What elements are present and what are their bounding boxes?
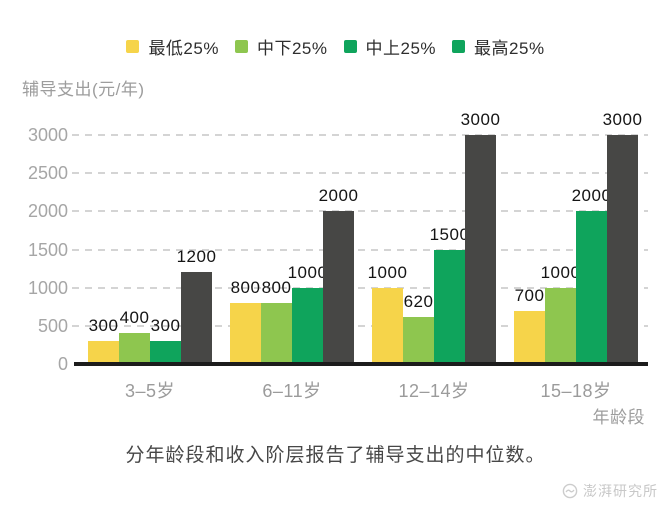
legend-item-2: 中上25% <box>343 34 437 59</box>
legend-label: 中上25% <box>365 39 437 58</box>
bar-value-label: 1500 <box>429 224 470 244</box>
y-axis-ticks: 0 500 1000 1500 2000 2500 3000 <box>0 126 68 373</box>
bar-value-label: 700 <box>514 285 545 305</box>
bar-中下25%-15–18岁: 1000 <box>541 263 580 364</box>
x-tick-label: 15–18岁 <box>540 381 612 401</box>
bar-value-label: 3000 <box>460 110 501 129</box>
bar-value-label: 800 <box>261 277 292 297</box>
bar-中上25%-15–18岁: 2000 <box>572 186 611 364</box>
x-tick-label: 12–14岁 <box>398 381 470 401</box>
bar-最高25%-15–18岁: 3000 <box>603 110 642 364</box>
bar-中上25%-6–11岁: 1000 <box>288 263 327 364</box>
x-axis-title: 年龄段 <box>592 408 645 427</box>
bar-最低25%-15–18岁: 700 <box>514 286 545 364</box>
y-tick-label: 3000 <box>27 125 68 145</box>
legend-item-0: 最低25% <box>126 34 219 59</box>
bar-value-label: 1200 <box>176 247 217 267</box>
gridline <box>72 286 648 289</box>
x-tick-label: 3–5岁 <box>124 381 176 401</box>
bar-最低25%-12–14岁: 1000 <box>368 263 407 364</box>
bar-value-label: 300 <box>88 316 119 336</box>
bar-value-label: 800 <box>230 277 261 297</box>
bar-value-label: 400 <box>119 308 150 328</box>
legend-item-3: 最高25% <box>452 34 545 59</box>
watermark: 澎湃研究所 <box>562 481 658 501</box>
bar-中下25%-6–11岁: 800 <box>261 278 292 364</box>
bar-group-6–11岁: 800 800 1000 2000 6–11岁 <box>230 135 358 401</box>
bar-value-label: 2000 <box>318 186 359 206</box>
gridline <box>72 324 648 327</box>
legend-item-1: 中下25% <box>234 34 328 59</box>
bar-value-label: 1000 <box>287 262 328 282</box>
gridline <box>72 172 648 175</box>
bar-value-label: 3000 <box>602 110 643 129</box>
gridline <box>72 210 648 213</box>
legend-label: 最高25% <box>474 39 545 58</box>
bar-value-label: 1000 <box>367 262 408 282</box>
bar-group-12–14岁: 1000 620 1500 3000 12–14岁 <box>368 110 500 401</box>
y-tick-label: 2500 <box>27 163 68 184</box>
bar-中下25%-3–5岁: 400 <box>119 308 150 364</box>
bar-group-3–5岁: 300 400 300 1200 3–5岁 <box>88 135 216 401</box>
x-axis-baseline <box>74 362 648 366</box>
legend: 最低25% 中下25% 中上25% 最高25% <box>0 34 671 59</box>
bar-中下25%-12–14岁: 620 <box>403 292 434 364</box>
gridline <box>72 248 648 251</box>
bar-最高25%-12–14岁: 3000 <box>461 110 500 364</box>
legend-label: 最低25% <box>148 39 219 58</box>
bar-最高25%-6–11岁: 2000 <box>319 186 358 364</box>
y-tick-label: 500 <box>37 315 68 336</box>
chart-caption: 分年龄段和收入阶层报告了辅导支出的中位数。 <box>125 445 546 466</box>
bar-group-15–18岁: 700 1000 2000 3000 15–18岁 <box>514 110 642 401</box>
legend-swatch-icon <box>126 40 140 53</box>
y-tick-label: 1500 <box>27 239 68 260</box>
bar-中上25%-12–14岁: 1500 <box>430 225 469 364</box>
legend-swatch-icon <box>234 40 248 53</box>
bar-value-label: 2000 <box>571 186 612 206</box>
bar-value-label: 620 <box>403 291 434 311</box>
y-tick-label: 2000 <box>27 201 68 222</box>
paper-logo-icon <box>562 483 578 499</box>
plot-area: 300 400 300 1200 3–5岁 800 800 1000 2000 6–11岁 1000… <box>72 110 648 401</box>
bar-value-label: 300 <box>150 316 181 336</box>
bar-中上25%-3–5岁: 300 <box>150 316 181 364</box>
gridline <box>72 134 648 136</box>
y-axis-title: 辅导支出(元/年) <box>22 80 145 99</box>
bar-最高25%-3–5岁: 1200 <box>177 247 216 364</box>
y-tick-label: 0 <box>57 354 68 374</box>
legend-label: 中下25% <box>256 39 328 58</box>
x-tick-label: 6–11岁 <box>262 381 322 401</box>
bar-最低25%-3–5岁: 300 <box>88 316 119 364</box>
bar-value-label: 1000 <box>540 262 581 282</box>
bar-最低25%-6–11岁: 800 <box>230 278 261 364</box>
y-tick-label: 1000 <box>27 277 68 298</box>
watermark-text: 澎湃研究所 <box>583 483 658 499</box>
legend-swatch-icon <box>452 40 466 53</box>
legend-swatch-icon <box>343 40 357 53</box>
